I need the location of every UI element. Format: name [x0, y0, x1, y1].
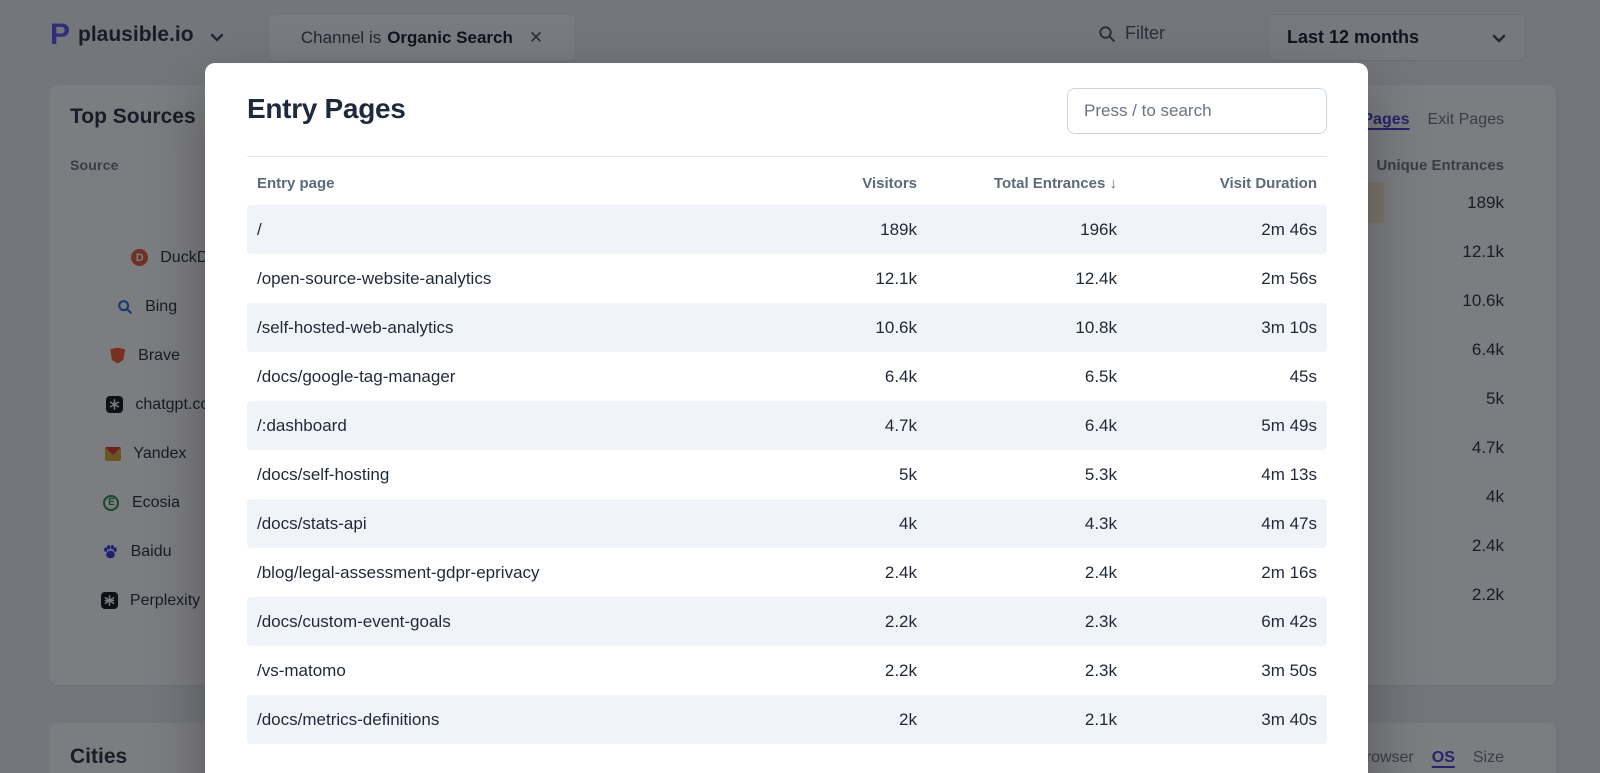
cell-page[interactable]: /:dashboard [257, 415, 347, 435]
column-entry-page[interactable]: Entry page [257, 174, 335, 192]
cell-visitors: 6.4k [884, 366, 917, 386]
cell-page[interactable]: /docs/self-hosting [257, 464, 390, 484]
cell-entrances: 6.5k [1084, 366, 1117, 386]
cell-visitors: 2k [899, 709, 917, 729]
table-row[interactable]: /blog/legal-assessment-gdpr-eprivacy 2.4… [247, 548, 1327, 597]
cell-duration: 2m 56s [1261, 268, 1317, 288]
cell-visitors: 189k [880, 219, 917, 239]
cell-page[interactable]: /docs/custom-event-goals [257, 611, 451, 631]
cell-duration: 4m 47s [1261, 513, 1317, 533]
table-row[interactable]: /self-hosted-web-analytics 10.6k 10.8k 3… [247, 303, 1327, 352]
cell-entrances: 196k [1080, 219, 1117, 239]
table-row[interactable]: /docs/stats-api 4k 4.3k 4m 47s [247, 499, 1327, 548]
table-row[interactable]: /vs-matomo 2.2k 2.3k 3m 50s [247, 646, 1327, 695]
cell-visitors: 4k [899, 513, 917, 533]
cell-entrances: 2.3k [1084, 611, 1117, 631]
table-header-row: Entry page Visitors Total Entrances ↓ Vi… [247, 161, 1327, 205]
cell-duration: 3m 10s [1261, 317, 1317, 337]
sort-desc-icon: ↓ [1109, 174, 1118, 192]
modal-header: Entry Pages [205, 63, 1368, 157]
cell-page[interactable]: /blog/legal-assessment-gdpr-eprivacy [257, 562, 540, 582]
cell-visitors: 2.4k [884, 562, 917, 582]
cell-duration: 3m 40s [1261, 709, 1317, 729]
cell-duration: 5m 49s [1261, 415, 1317, 435]
cell-visitors: 2.2k [884, 611, 917, 631]
column-total-entrances-sorted[interactable]: Total Entrances ↓ [993, 174, 1118, 192]
cell-entrances: 4.3k [1084, 513, 1117, 533]
table-row[interactable]: /docs/metrics-definitions 2k 2.1k 3m 40s [247, 695, 1327, 744]
cell-duration: 2m 46s [1261, 219, 1317, 239]
cell-duration: 2m 16s [1261, 562, 1317, 582]
cell-page[interactable]: /docs/google-tag-manager [257, 366, 456, 386]
cell-page[interactable]: /self-hosted-web-analytics [257, 317, 454, 337]
cell-entrances: 5.3k [1084, 464, 1117, 484]
column-visit-duration[interactable]: Visit Duration [1219, 174, 1317, 192]
table-row[interactable]: /:dashboard 4.7k 6.4k 5m 49s [247, 401, 1327, 450]
cell-duration: 4m 13s [1261, 464, 1317, 484]
entry-pages-modal: Entry Pages Entry page Visitors Total En… [205, 63, 1368, 773]
column-visitors[interactable]: Visitors [862, 174, 917, 192]
divider [247, 156, 1327, 157]
cell-duration: 45s [1289, 366, 1317, 386]
cell-entrances: 10.8k [1075, 317, 1117, 337]
cell-page[interactable]: /docs/stats-api [257, 513, 367, 533]
table-row[interactable]: / 189k 196k 2m 46s [247, 205, 1327, 254]
cell-page[interactable]: /docs/metrics-definitions [257, 709, 440, 729]
modal-search-input[interactable] [1067, 88, 1327, 134]
cell-entrances: 6.4k [1084, 415, 1117, 435]
cell-entrances: 2.1k [1084, 709, 1117, 729]
cell-visitors: 2.2k [884, 660, 917, 680]
table-row[interactable]: /docs/self-hosting 5k 5.3k 4m 13s [247, 450, 1327, 499]
cell-page[interactable]: / [257, 219, 262, 239]
cell-entrances: 2.3k [1084, 660, 1117, 680]
cell-page[interactable]: /vs-matomo [257, 660, 346, 680]
entry-pages-table: Entry page Visitors Total Entrances ↓ Vi… [247, 157, 1327, 744]
cell-duration: 6m 42s [1261, 611, 1317, 631]
table-row[interactable]: /docs/google-tag-manager 6.4k 6.5k 45s [247, 352, 1327, 401]
cell-duration: 3m 50s [1261, 660, 1317, 680]
cell-visitors: 4.7k [884, 415, 917, 435]
table-row[interactable]: /open-source-website-analytics 12.1k 12.… [247, 254, 1327, 303]
cell-page[interactable]: /open-source-website-analytics [257, 268, 492, 288]
cell-visitors: 5k [899, 464, 917, 484]
modal-title: Entry Pages [247, 93, 406, 124]
cell-entrances: 2.4k [1084, 562, 1117, 582]
table-row[interactable]: /docs/custom-event-goals 2.2k 2.3k 6m 42… [247, 597, 1327, 646]
cell-visitors: 12.1k [875, 268, 917, 288]
cell-entrances: 12.4k [1075, 268, 1117, 288]
cell-visitors: 10.6k [875, 317, 917, 337]
